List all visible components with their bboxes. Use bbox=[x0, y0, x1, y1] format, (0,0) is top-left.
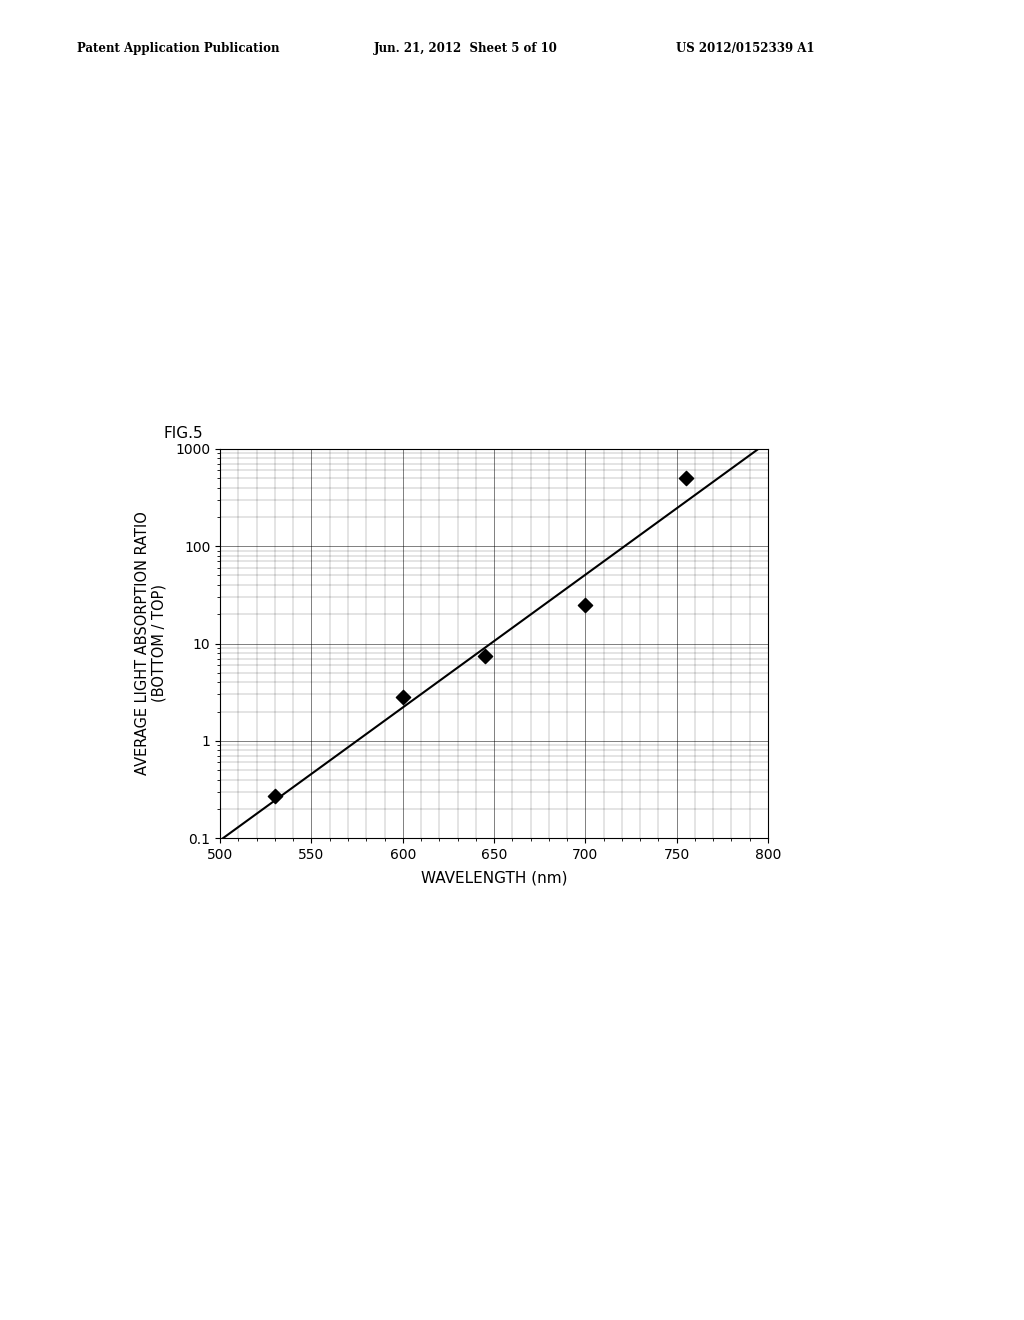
Point bbox=[578, 594, 594, 615]
Point bbox=[678, 467, 694, 488]
Text: Jun. 21, 2012  Sheet 5 of 10: Jun. 21, 2012 Sheet 5 of 10 bbox=[374, 42, 558, 54]
X-axis label: WAVELENGTH (nm): WAVELENGTH (nm) bbox=[421, 870, 567, 886]
Text: Patent Application Publication: Patent Application Publication bbox=[77, 42, 280, 54]
Point bbox=[394, 686, 411, 708]
Y-axis label: AVERAGE LIGHT ABSORPTION RATIO
(BOTTOM / TOP): AVERAGE LIGHT ABSORPTION RATIO (BOTTOM /… bbox=[134, 512, 167, 775]
Point bbox=[267, 785, 284, 807]
Text: US 2012/0152339 A1: US 2012/0152339 A1 bbox=[676, 42, 814, 54]
Text: FIG.5: FIG.5 bbox=[164, 426, 204, 441]
Point bbox=[477, 645, 494, 667]
